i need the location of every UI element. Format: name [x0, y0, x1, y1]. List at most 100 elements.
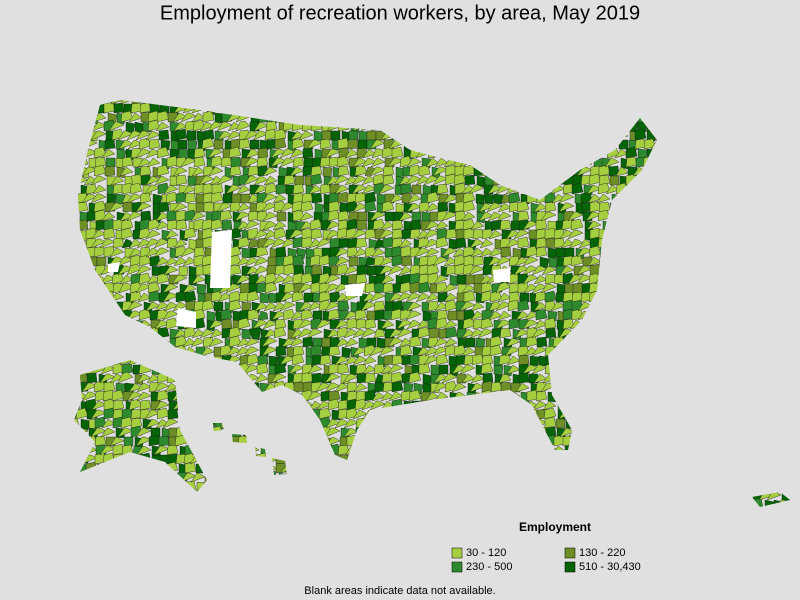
map-area	[378, 184, 395, 195]
map-area	[239, 282, 251, 294]
map-area	[203, 201, 215, 213]
map-area	[163, 184, 179, 195]
map-area	[443, 337, 458, 348]
map-area	[499, 327, 512, 339]
map-area	[438, 364, 449, 375]
map-area	[357, 139, 368, 150]
map-area	[293, 264, 305, 276]
map-area	[112, 399, 125, 411]
map-area	[451, 382, 467, 393]
map-area	[324, 427, 341, 438]
map-area	[104, 138, 116, 150]
map-area	[139, 399, 152, 411]
map-area	[248, 327, 262, 341]
map-area	[241, 328, 252, 340]
legend-label: 510 - 30,430	[579, 561, 641, 573]
map-area	[279, 301, 296, 312]
map-area	[190, 211, 206, 222]
map-area	[147, 281, 161, 294]
map-area	[261, 337, 278, 348]
map-area	[493, 364, 504, 376]
map-area	[481, 354, 494, 366]
map-area	[499, 219, 512, 231]
map-area	[112, 237, 125, 249]
map-area	[535, 390, 548, 402]
map-area	[429, 211, 440, 222]
map-area	[435, 353, 449, 366]
map-area	[465, 337, 476, 348]
map-area	[256, 156, 269, 168]
map-area	[367, 382, 378, 394]
map-area	[547, 310, 558, 322]
map-area	[497, 310, 512, 321]
map-area	[572, 282, 584, 294]
map-area	[337, 362, 350, 375]
map-area	[319, 354, 332, 366]
map-area	[364, 372, 377, 384]
map-area	[220, 308, 233, 321]
map-area	[187, 175, 198, 187]
map-area	[123, 103, 134, 114]
map-area	[410, 219, 422, 231]
map-area	[382, 165, 395, 177]
map-area	[193, 246, 206, 258]
map-area	[175, 219, 188, 231]
map-area	[625, 156, 638, 168]
map-area	[174, 434, 188, 447]
map-area	[122, 201, 134, 213]
map-area	[374, 309, 386, 321]
map-area	[182, 283, 197, 294]
map-area	[238, 138, 251, 150]
map-area	[244, 337, 260, 348]
map-area	[355, 237, 368, 249]
map-area	[544, 317, 557, 330]
map-area	[228, 146, 242, 159]
map-area	[498, 373, 512, 384]
map-area	[120, 218, 134, 231]
map-area	[139, 192, 152, 204]
map-area	[517, 299, 530, 312]
map-area	[324, 274, 341, 285]
map-area	[310, 344, 323, 357]
map-area	[255, 245, 269, 258]
map-area	[442, 283, 458, 294]
map-area	[555, 418, 566, 429]
map-area	[609, 175, 620, 186]
map-area	[155, 121, 170, 132]
map-area	[184, 192, 197, 204]
map-area	[484, 220, 495, 232]
map-area	[596, 193, 611, 204]
map-area	[443, 319, 458, 330]
map-area	[311, 192, 323, 204]
map-area	[447, 310, 458, 321]
map-area	[435, 236, 449, 249]
map-area	[366, 130, 377, 141]
map-area	[519, 292, 530, 303]
map-area	[475, 193, 486, 205]
map-area	[307, 364, 323, 375]
map-area	[292, 345, 305, 357]
map-area	[267, 256, 278, 267]
map-area	[567, 229, 584, 240]
map-area	[177, 139, 188, 150]
map-area	[119, 166, 134, 177]
map-area	[298, 130, 314, 141]
map-area	[306, 328, 323, 339]
map-area	[249, 139, 260, 150]
map-area	[364, 228, 377, 240]
map-area	[391, 228, 404, 240]
map-area	[380, 319, 395, 330]
map-area	[135, 265, 152, 276]
map-area	[456, 274, 467, 285]
map-area	[262, 166, 278, 177]
map-area	[243, 220, 260, 231]
map-area	[175, 174, 188, 186]
map-area	[337, 165, 350, 177]
map-area	[274, 128, 287, 141]
map-area	[543, 407, 557, 420]
map-area	[231, 193, 242, 204]
map-area	[299, 211, 314, 222]
map-area	[391, 380, 404, 393]
map-area	[634, 128, 647, 141]
map-area	[462, 191, 476, 204]
